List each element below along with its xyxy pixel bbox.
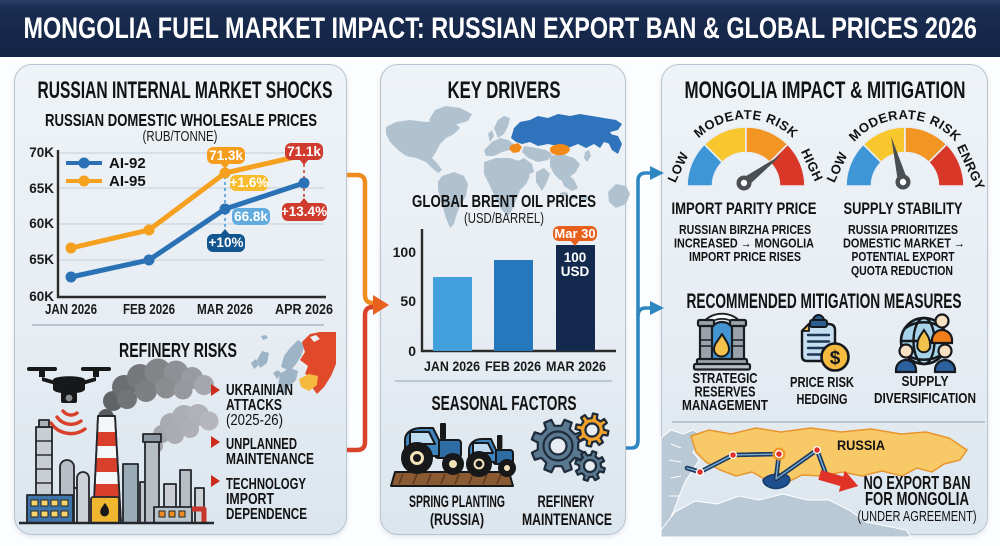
svg-text:Mar 30: Mar 30 <box>554 226 595 241</box>
svg-text:$: $ <box>830 348 841 369</box>
svg-text:100: 100 <box>393 244 417 260</box>
svg-text:FEB 2026: FEB 2026 <box>485 358 541 374</box>
svg-text:GLOBAL BRENT OIL PRICES: GLOBAL BRENT OIL PRICES <box>412 191 596 211</box>
svg-text:QUOTA REDUCTION: QUOTA REDUCTION <box>851 263 953 278</box>
svg-text:(RUB/TONNE): (RUB/TONNE) <box>143 128 218 145</box>
svg-text:0: 0 <box>408 343 416 359</box>
svg-text:(UNDER AGREEMENT): (UNDER AGREEMENT) <box>858 508 977 525</box>
svg-text:DIVERSIFICATION: DIVERSIFICATION <box>874 390 976 407</box>
svg-text:100: 100 <box>564 250 587 265</box>
svg-text:IMPORT: IMPORT <box>226 491 274 508</box>
svg-text:RUSSIA PRIORITIZES: RUSSIA PRIORITIZES <box>848 222 958 237</box>
svg-text:71.3k: 71.3k <box>209 148 243 163</box>
svg-text:RESERVES: RESERVES <box>695 384 756 401</box>
svg-text:SUPPLY: SUPPLY <box>902 373 949 390</box>
svg-text:AI-92: AI-92 <box>109 155 146 172</box>
svg-text:REFINERY RISKS: REFINERY RISKS <box>119 340 237 362</box>
svg-text:UKRAINIAN: UKRAINIAN <box>226 382 293 399</box>
svg-text:IMPORT PRICE RISES: IMPORT PRICE RISES <box>689 249 801 264</box>
svg-text:UNPLANNED: UNPLANNED <box>226 436 297 453</box>
svg-text:AI-95: AI-95 <box>109 173 146 190</box>
svg-text:PRICE RISK: PRICE RISK <box>790 374 854 391</box>
svg-text:SEASONAL FACTORS: SEASONAL FACTORS <box>432 393 577 415</box>
svg-text:SUPPLY STABILITY: SUPPLY STABILITY <box>844 200 963 218</box>
svg-text:(USD/BARREL): (USD/BARREL) <box>464 210 544 227</box>
svg-text:SPRING PLANTING: SPRING PLANTING <box>409 492 505 511</box>
svg-text:POTENTIAL EXPORT: POTENTIAL EXPORT <box>852 249 955 264</box>
svg-text:MAR 2026: MAR 2026 <box>197 302 253 318</box>
svg-text:FEB 2026: FEB 2026 <box>123 302 175 318</box>
svg-text:(RUSSIA): (RUSSIA) <box>430 510 484 529</box>
svg-text:RUSSIAN BIRZHA PRICES: RUSSIAN BIRZHA PRICES <box>679 222 811 237</box>
svg-text:REFINERY: REFINERY <box>538 492 595 511</box>
svg-text:ATTACKS: ATTACKS <box>226 397 282 414</box>
svg-text:NO EXPORT BAN: NO EXPORT BAN <box>864 472 971 493</box>
svg-text:65K: 65K <box>29 181 54 196</box>
svg-text:JAN 2026: JAN 2026 <box>424 358 480 374</box>
svg-text:DEPENDENCE: DEPENDENCE <box>226 506 307 523</box>
svg-text:MAINTENANCE: MAINTENANCE <box>226 451 314 468</box>
svg-text:RUSSIAN DOMESTIC WHOLESALE PRI: RUSSIAN DOMESTIC WHOLESALE PRICES <box>45 110 317 130</box>
svg-text:MAR 2026: MAR 2026 <box>546 358 606 374</box>
svg-text:RUSSIA: RUSSIA <box>837 438 885 453</box>
svg-text:+1.6%: +1.6% <box>230 175 269 190</box>
svg-text:66.8k: 66.8k <box>234 209 268 224</box>
svg-text:+13.4%: +13.4% <box>281 204 327 219</box>
svg-text:IMPORT PARITY PRICE: IMPORT PARITY PRICE <box>672 200 817 218</box>
svg-text:MAINTENANCE: MAINTENANCE <box>522 510 612 529</box>
svg-text:MANAGEMENT: MANAGEMENT <box>682 397 768 414</box>
svg-text:TECHNOLOGY: TECHNOLOGY <box>226 476 306 493</box>
svg-text:FOR MONGOLIA: FOR MONGOLIA <box>865 488 969 509</box>
svg-text:MONGOLIA IMPACT & MITIGATION: MONGOLIA IMPACT & MITIGATION <box>685 77 966 104</box>
svg-text:STRATEGIC: STRATEGIC <box>693 370 758 387</box>
svg-text:JAN 2026: JAN 2026 <box>45 302 97 318</box>
svg-text:APR 2026: APR 2026 <box>275 302 333 318</box>
svg-text:USD: USD <box>561 264 590 279</box>
svg-text:RUSSIAN INTERNAL MARKET SHOCKS: RUSSIAN INTERNAL MARKET SHOCKS <box>38 77 333 104</box>
svg-text:71.1k: 71.1k <box>287 144 321 159</box>
svg-text:DOMESTIC MARKET →: DOMESTIC MARKET → <box>843 236 965 251</box>
svg-text:60K: 60K <box>29 289 54 304</box>
svg-text:65K: 65K <box>29 252 54 267</box>
svg-text:INCREASED → MONGOLIA: INCREASED → MONGOLIA <box>674 236 814 251</box>
svg-text:HEDGING: HEDGING <box>797 391 848 408</box>
svg-text:50: 50 <box>400 293 416 309</box>
svg-text:70K: 70K <box>29 145 54 160</box>
svg-text:RECOMMENDED MITIGATION MEASURE: RECOMMENDED MITIGATION MEASURES <box>687 290 962 313</box>
svg-text:60K: 60K <box>29 216 54 231</box>
svg-text:(2025-26): (2025-26) <box>226 412 283 429</box>
svg-text:+10%: +10% <box>209 235 244 250</box>
svg-text:KEY DRIVERS: KEY DRIVERS <box>448 77 561 104</box>
